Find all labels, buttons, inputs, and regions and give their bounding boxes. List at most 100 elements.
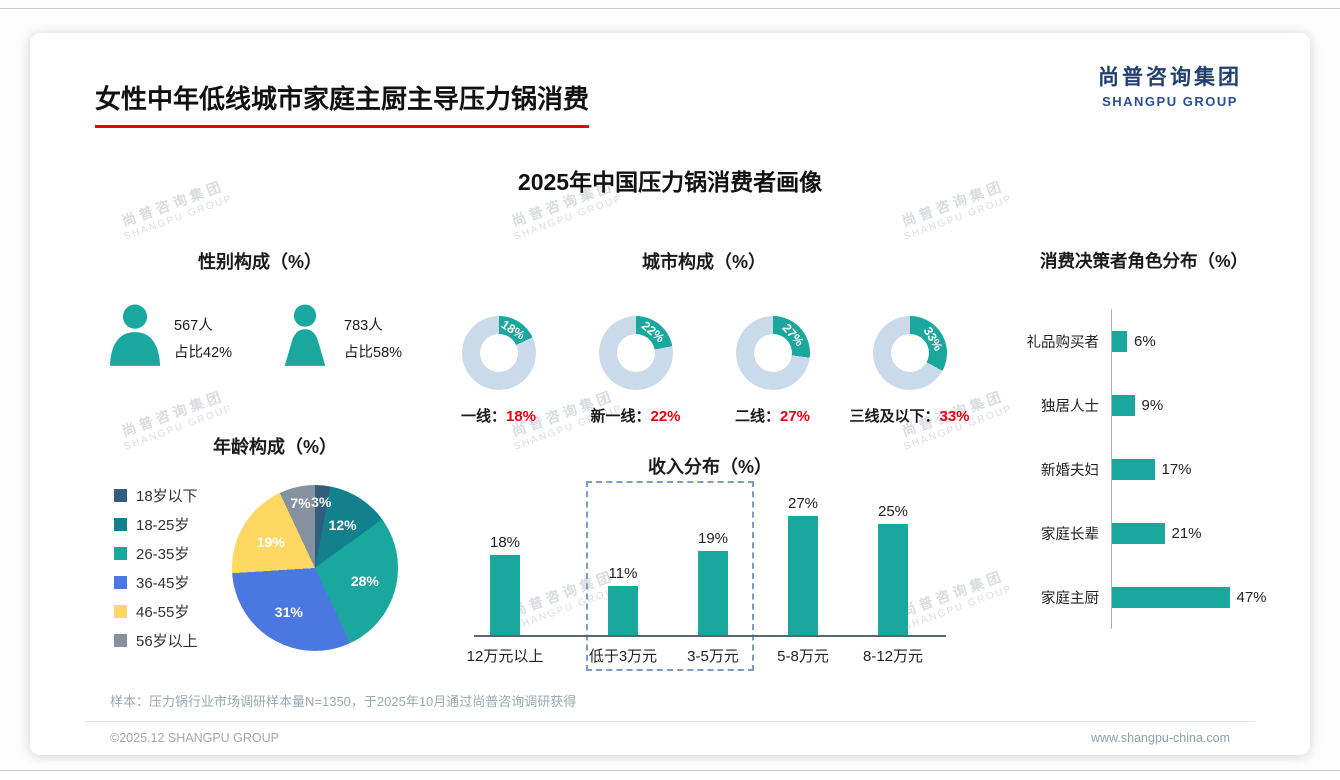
legend-item: 26-35岁: [114, 539, 198, 568]
hbar-category-label: 家庭长辈: [1041, 526, 1099, 543]
vbar-category-label: 3-5万元: [687, 648, 739, 665]
hbar-track: 47%: [1111, 565, 1303, 629]
male-count: 567人: [174, 318, 213, 334]
donut-caption-label: 二线：: [734, 408, 780, 425]
hbar-bar: [1112, 394, 1135, 416]
sample-footnote: 样本：压力锅行业市场调研样本量N=1350，于2025年10月通过尚普咨询调研获…: [110, 694, 577, 709]
pie-slice-label: 28%: [350, 572, 379, 589]
male-icon: [106, 304, 164, 367]
gender-composition-section: 性别构成（%） 567人 占比42%: [100, 248, 420, 388]
pie-slice-label: 3%: [311, 493, 332, 510]
hbar-row: 礼品购买者 6%: [985, 309, 1303, 373]
city-section-title: 城市构成（%）: [641, 252, 766, 272]
vbar-value-label: 19%: [697, 530, 729, 547]
donut-chart-new-tier1: 22%: [598, 316, 673, 390]
hbar-row: 家庭主厨 47%: [985, 565, 1303, 629]
donut-cell-tier2: 27% 二线：27%: [704, 316, 841, 426]
decision-roles-section: 消费决策者角色分布（%） 礼品购买者 6% 独居人士 9% 新婚夫妇 17% 家…: [985, 248, 1303, 629]
female-icon: [276, 304, 334, 367]
vbar-column: 11% 低于3万元: [578, 495, 668, 666]
vbar-column: 25% 8-12万元: [848, 495, 938, 666]
male-share: 占比42%: [174, 345, 233, 361]
chart-main-title: 2025年中国压力锅消费者画像: [517, 169, 823, 195]
legend-item: 46-55岁: [114, 597, 198, 626]
website-text: www.shangpu-china.com: [1091, 731, 1230, 745]
donut-caption-label: 新一线：: [590, 408, 651, 425]
vbar-category-label: 8-12万元: [862, 648, 924, 665]
donut-caption-value: 33%: [939, 408, 970, 425]
vbar-bar: [698, 551, 728, 635]
donut-row: 18% 一线：18% 22% 新一线：22% 27% 二线：27%: [430, 316, 978, 426]
hbar-value-label: 9%: [1141, 396, 1164, 414]
pie-slice-label: 12%: [328, 516, 357, 533]
report-slide: 尚普咨询集团 SHANGPU GROUP 尚普咨询集团 SHANGPU GROUP …: [30, 33, 1310, 755]
donut-caption: 新一线：22%: [590, 405, 680, 426]
vbar-category-label: 低于3万元: [588, 648, 658, 665]
vbar-bar: [608, 586, 638, 635]
hbar-chart: 礼品购买者 6% 独居人士 9% 新婚夫妇 17% 家庭长辈 21% 家庭主厨 …: [985, 309, 1303, 629]
female-stats: 783人 占比58%: [344, 304, 402, 367]
page-title: 女性中年低线城市家庭主厨主导压力锅消费: [95, 79, 590, 128]
vbar-value-label: 11%: [608, 565, 638, 582]
footer-divider: [85, 721, 1255, 722]
hbar-value-label: 17%: [1161, 460, 1192, 478]
donut-chart-tier3-below: 33%: [872, 316, 947, 390]
donut-caption: 三线及以下：33%: [849, 405, 969, 426]
hbar-row: 家庭长辈 21%: [985, 501, 1303, 565]
page-top-border: [0, 8, 1340, 9]
vbar-column: 18% 12万元以上: [460, 495, 550, 666]
pie-slice-label: 19%: [256, 533, 285, 550]
legend-label: 36-45岁: [136, 575, 190, 592]
donut-caption-value: 27%: [779, 408, 811, 425]
legend-item: 36-45岁: [114, 568, 198, 597]
age-legend: 18岁以下 18-25岁 26-35岁 36-45岁 46-55岁 56岁以上: [114, 481, 198, 655]
hbar-category-label: 礼品购买者: [1026, 334, 1100, 351]
female-count: 783人: [344, 318, 383, 334]
decision-section-title: 消费决策者角色分布（%）: [1039, 251, 1249, 271]
vbar-column: 19% 3-5万元: [668, 495, 758, 666]
donut-caption-label: 三线及以下：: [849, 408, 940, 425]
vbar-category-label: 5-8万元: [777, 648, 829, 665]
donut-caption: 二线：27%: [735, 405, 810, 426]
donut-cell-tier3-below: 33% 三线及以下：33%: [841, 316, 978, 426]
company-logo: 尚普咨询集团 SHANGPU GROUP: [1098, 61, 1242, 109]
pie-slice-label: 7%: [290, 495, 311, 512]
logo-chinese-text: 尚普咨询集团: [1098, 66, 1242, 89]
hbar-track: 17%: [1111, 437, 1303, 501]
hbar-track: 6%: [1111, 309, 1303, 373]
donut-caption: 一线：18%: [461, 405, 536, 426]
hbar-value-label: 21%: [1171, 524, 1202, 542]
legend-label: 56岁以上: [136, 633, 198, 650]
vbar-chart: 11% 低于3万元 19% 3-5万元 27% 5-8万元 25% 8-12万元…: [460, 481, 960, 710]
hbar-track: 21%: [1111, 501, 1303, 565]
gender-section-title: 性别构成（%）: [197, 252, 322, 272]
hbar-category-label: 独居人士: [1041, 398, 1099, 415]
donut-hole: [616, 334, 655, 372]
female-share: 占比58%: [344, 345, 403, 361]
page-bottom-border: [0, 770, 1340, 771]
donut-caption-label: 一线：: [460, 408, 506, 425]
hbar-bar: [1112, 458, 1155, 480]
legend-swatch: [114, 547, 127, 560]
donut-chart-tier2: 27%: [735, 316, 810, 390]
income-section-title: 收入分布（%）: [647, 457, 772, 477]
pie-slice-label: 31%: [274, 604, 303, 621]
donut-cell-tier1: 18% 一线：18%: [430, 316, 567, 426]
gender-item-male: 567人 占比42%: [106, 304, 232, 367]
vbar-value-label: 25%: [877, 503, 909, 520]
vbar-bar: [788, 516, 818, 635]
legend-label: 26-35岁: [136, 546, 190, 563]
hbar-bar: [1112, 586, 1230, 608]
copyright-text: ©2025.12 SHANGPU GROUP: [110, 731, 279, 745]
legend-item: 56岁以上: [114, 626, 198, 655]
x-axis-line: [474, 635, 946, 637]
gender-item-female: 783人 占比58%: [276, 304, 402, 367]
logo-english-text: SHANGPU GROUP: [1102, 94, 1238, 109]
legend-label: 46-55岁: [136, 604, 190, 621]
legend-swatch: [114, 489, 127, 502]
hbar-row: 新婚夫妇 17%: [985, 437, 1303, 501]
vbar-column: 27% 5-8万元: [758, 495, 848, 666]
male-stats: 567人 占比42%: [174, 304, 232, 367]
legend-swatch: [114, 576, 127, 589]
legend-item: 18岁以下: [114, 481, 198, 510]
